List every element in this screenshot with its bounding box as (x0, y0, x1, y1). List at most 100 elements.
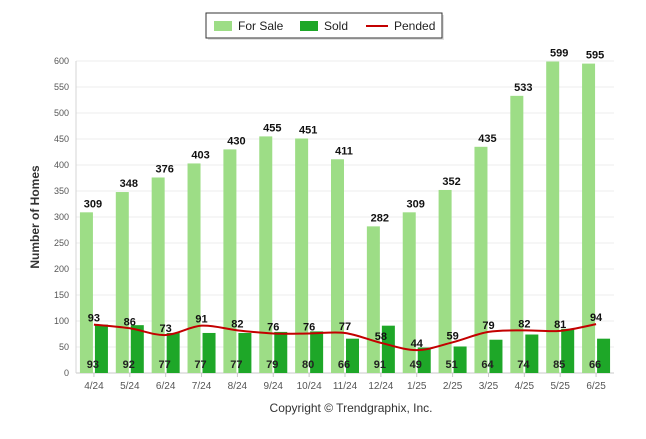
x-tick-label: 4/24 (84, 381, 104, 392)
for-sale-bar (510, 95, 524, 373)
sold-data-label: 51 (445, 359, 457, 371)
sold-bar (274, 331, 288, 373)
sold-bar (525, 334, 539, 373)
legend: For Sale Sold Pended (205, 12, 444, 40)
pended-data-label: 73 (160, 323, 172, 335)
x-tick-label: 12/24 (368, 381, 393, 392)
sold-data-label: 85 (553, 359, 565, 371)
x-tick-label: 5/24 (120, 381, 140, 392)
pended-data-label: 79 (482, 320, 494, 332)
legend-item-sold: Sold (300, 19, 348, 33)
sold-bar (202, 332, 216, 373)
y-tick-label: 150 (54, 290, 69, 300)
x-tick-label: 9/24 (264, 381, 284, 392)
for-sale-bar (331, 159, 344, 373)
pended-data-label: 86 (124, 316, 136, 328)
sold-bar (597, 338, 611, 373)
gridlines (76, 60, 614, 374)
for-sale-data-label: 455 (263, 122, 281, 134)
x-tick-label: 3/25 (479, 381, 499, 392)
pended-data-label: 81 (554, 319, 566, 331)
for-sale-bar (223, 149, 237, 373)
bars (79, 61, 611, 374)
for-sale-data-label: 595 (586, 50, 604, 62)
y-axis-title: Number of Homes (28, 165, 42, 269)
y-tick-label: 400 (54, 160, 69, 170)
sold-bar (489, 339, 503, 373)
sold-bar (381, 325, 395, 373)
for-sale-data-label: 352 (442, 176, 460, 188)
x-tick-label: 4/25 (515, 381, 535, 392)
legend-swatch (214, 21, 232, 31)
sold-data-label: 80 (302, 359, 314, 371)
pended-data-label: 59 (446, 330, 458, 342)
for-sale-data-label: 430 (227, 135, 245, 147)
pended-data-label: 91 (195, 314, 207, 326)
y-tick-label: 350 (54, 186, 69, 196)
for-sale-bar (402, 212, 416, 373)
legend-swatch (300, 21, 318, 31)
x-tick-label: 10/24 (297, 381, 322, 392)
for-sale-bar (474, 146, 488, 373)
line-layer (93, 323, 597, 352)
pended-data-label: 58 (375, 331, 387, 343)
for-sale-bar (115, 192, 129, 373)
legend-item-for-sale: For Sale (214, 19, 284, 33)
pended-data-label: 77 (339, 321, 351, 333)
pended-line (93, 323, 597, 352)
sold-bar (130, 325, 144, 373)
for-sale-bar (187, 163, 201, 373)
for-sale-data-label: 599 (550, 48, 568, 60)
sold-bar (417, 347, 431, 373)
pended-data-label: 76 (267, 321, 279, 333)
for-sale-bar (151, 177, 165, 373)
for-sale-bar (546, 61, 560, 374)
sold-data-label: 64 (481, 359, 494, 371)
legend-label: Pended (394, 19, 435, 33)
sold-bar (166, 332, 180, 373)
for-sale-bar (79, 212, 93, 373)
sold-data-label: 74 (517, 359, 530, 371)
pended-data-label: 82 (518, 318, 530, 330)
y-tick-label: 250 (54, 238, 69, 248)
for-sale-data-label: 348 (120, 178, 138, 190)
x-tick-label: 6/24 (156, 381, 176, 392)
sold-bar (94, 324, 108, 373)
y-tick-label: 500 (54, 108, 69, 118)
pended-data-label: 76 (303, 321, 315, 333)
x-tick-label: 7/24 (192, 381, 212, 392)
labels: 309 93 93 348 92 86 376 77 73 403 77 91 430 77 82 455 79… (84, 48, 604, 371)
for-sale-data-label: 309 (84, 198, 102, 210)
for-sale-data-label: 376 (155, 163, 173, 175)
y-tick-label: 300 (54, 212, 69, 222)
for-sale-data-label: 282 (371, 212, 389, 224)
y-tick-label: 50 (59, 342, 69, 352)
x-tick-label: 11/24 (333, 381, 358, 392)
sold-data-label: 79 (266, 359, 278, 371)
x-tick-label: 6/25 (586, 381, 606, 392)
sold-data-label: 66 (589, 359, 601, 371)
x-tick-label: 2/25 (443, 381, 463, 392)
sold-bar (453, 346, 467, 373)
y-tick-label: 100 (54, 316, 69, 326)
x-tick-label: 5/25 (550, 381, 570, 392)
sold-bar (310, 331, 324, 373)
pended-data-label: 94 (590, 312, 603, 324)
y-tick-label: 550 (54, 82, 69, 92)
for-sale-bar (366, 226, 380, 373)
for-sale-data-label: 533 (514, 82, 532, 94)
sold-bar (238, 332, 252, 373)
for-sale-data-label: 309 (407, 198, 425, 210)
y-tick-label: 0 (64, 368, 69, 378)
for-sale-bar (259, 136, 273, 373)
legend-box (205, 12, 443, 39)
sold-bar (346, 338, 359, 373)
legend-label: Sold (324, 19, 348, 33)
legend-label: For Sale (238, 19, 284, 33)
sold-data-label: 66 (338, 359, 350, 371)
axes: 0 50 100 150 200 250 300 350 400 450 500 550 600 4/24… (54, 56, 606, 392)
sold-data-label: 91 (374, 359, 386, 371)
for-sale-bar (438, 189, 452, 373)
